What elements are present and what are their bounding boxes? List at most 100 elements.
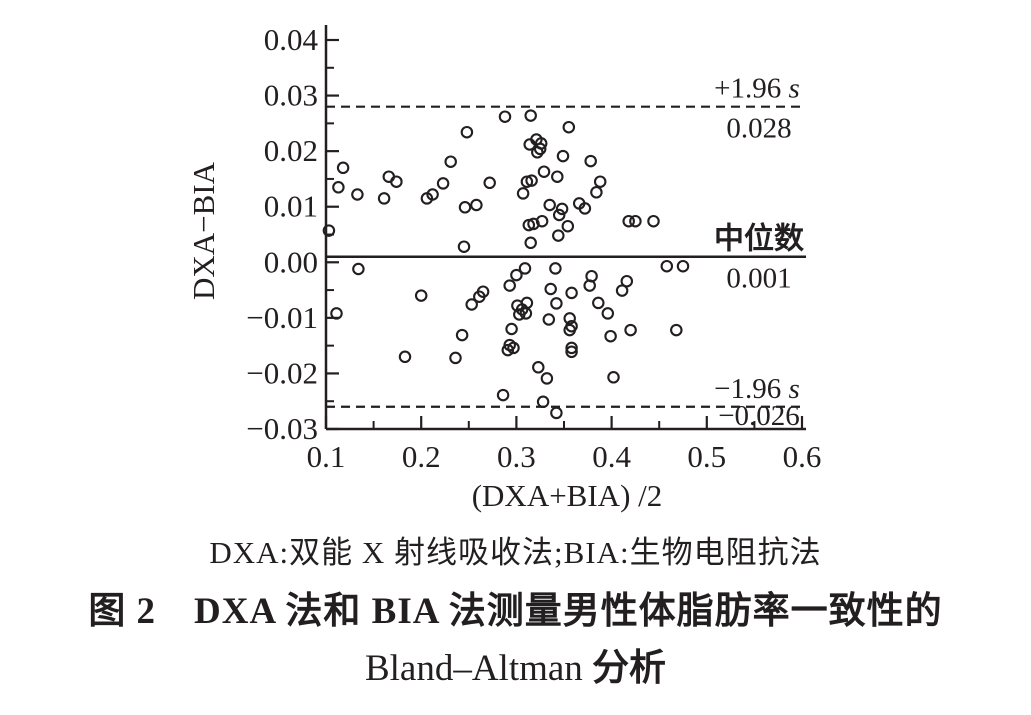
data-point [507,341,520,355]
x-tick-label: 0.6 [783,439,822,474]
y-tick-label: 0.02 [264,133,318,168]
data-point [444,155,457,168]
data-point [565,286,578,300]
data-point [607,371,620,384]
data-point [532,361,545,374]
y-axis-title: DXA−BIA [186,161,221,300]
data-point [449,351,462,365]
data-point [670,323,683,337]
data-point [527,217,540,231]
data-point [519,307,533,320]
data-point [565,345,578,359]
x-tick-label: 0.3 [497,439,536,474]
reference-lines [326,105,806,408]
data-point [524,109,537,122]
data-point [525,174,538,187]
axes: 0.04 0.03 0.02 0.01 0.00 −0.01 −0.02 −0.030.1 0.… [246,22,821,474]
data-point [556,149,570,163]
data-point [615,284,629,297]
data-point [352,262,365,276]
data-point [544,282,557,296]
y-tick-label: 0.01 [264,189,318,224]
figure-title-line2: Bland–Altman 分析 [0,637,1031,691]
data-point [531,146,544,159]
y-tick-label: −0.01 [246,300,318,335]
data-point [516,187,530,200]
data-point [458,201,472,214]
data-point [563,312,576,325]
data-point [592,296,605,310]
data-point [660,259,674,273]
scatter-points [322,109,690,420]
data-point [578,202,592,215]
data-point [513,308,526,321]
median-label: 中位数 [714,222,805,256]
x-tick-label: 0.5 [687,439,726,474]
data-point [332,181,345,194]
data-point [390,175,403,188]
data-point [498,110,512,123]
data-point [322,224,336,237]
data-point [604,329,617,343]
x-tick-label: 0.2 [402,439,441,474]
data-point [501,343,515,357]
y-tick-label: 0.03 [264,78,318,113]
data-point [563,323,576,337]
y-tick-label: −0.02 [246,355,318,390]
data-point [503,279,516,292]
lower-loa-label: −1.96 s [714,373,800,405]
data-point [561,219,575,233]
data-point [455,328,469,342]
data-point [550,406,563,420]
data-point [549,262,562,275]
figure-title-line2-cjk: 分析 [582,648,667,689]
lower-loa-value: −0.026 [718,400,800,432]
data-point [377,192,391,205]
figure-note: DXA:双能 X 射线吸收法;BIA:生物电阻抗法 [209,535,822,570]
data-point [476,285,490,298]
data-point [330,307,343,320]
data-point [460,125,474,139]
data-point [436,177,450,190]
data-point [524,236,537,250]
data-point [552,208,566,222]
data-point [676,259,690,273]
data-point [496,388,510,402]
data-point [398,350,412,364]
data-point [510,268,523,282]
data-point [565,341,578,355]
data-point [533,142,547,156]
data-point [550,297,563,310]
data-point [601,307,615,320]
data-point [552,229,565,242]
data-point [620,274,634,288]
data-point [505,322,518,336]
data-point [426,188,439,201]
data-point [555,202,569,216]
data-point [351,188,364,201]
median-value: 0.001 [726,263,791,295]
x-axis-title: (DXA+BIA) /2 [472,478,663,513]
data-point [483,176,496,190]
data-point [537,165,551,178]
data-point [543,198,556,212]
y-tick-label: −0.03 [246,411,318,446]
upper-loa-value: 0.028 [726,113,791,145]
upper-loa-label: +1.96 s [714,73,800,105]
data-point [583,279,596,292]
data-point [465,298,478,311]
data-point [551,170,564,183]
data-point [523,138,536,151]
data-point [647,214,660,228]
annotation-labels: +1.96 s 0.028 中位数 0.001 −1.96 s−0.026 [714,73,805,432]
figure-title-line2-latin: Bland–Altman [364,648,583,689]
x-tick-label: 0.1 [307,439,346,474]
data-point [593,175,607,188]
bland-altman-chart: 0.04 0.03 0.02 0.01 0.00 −0.01 −0.02 −0.030.1 0.… [186,22,821,513]
data-point [470,198,483,212]
data-point [414,289,428,302]
data-point [584,154,597,168]
data-point [624,323,637,337]
data-point [590,186,603,199]
